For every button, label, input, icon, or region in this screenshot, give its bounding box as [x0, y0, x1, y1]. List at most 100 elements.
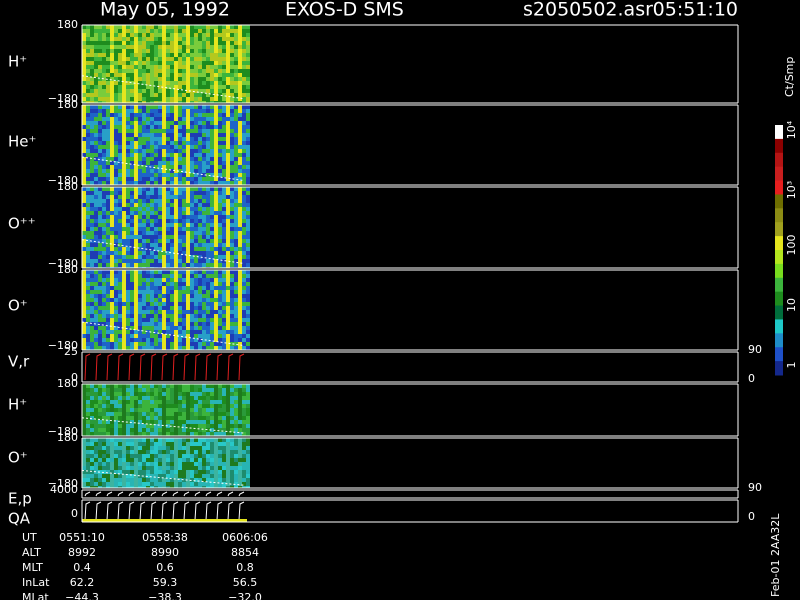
- spectrogram-cell: [150, 53, 154, 57]
- spectrogram-cell: [178, 278, 182, 282]
- spectrogram-cell: [130, 404, 134, 408]
- spectrogram-cell: [186, 133, 190, 137]
- spectrogram-cell: [174, 145, 178, 149]
- spectrogram-cell: [166, 145, 170, 149]
- spectrogram-cell: [86, 274, 90, 278]
- spectrogram-cell: [126, 314, 130, 318]
- spectrogram-cell: [114, 101, 118, 103]
- spectrogram-cell: [198, 223, 202, 227]
- spectrogram-cell: [86, 404, 90, 408]
- spectrogram-cell: [186, 61, 190, 65]
- spectrogram-cell: [194, 41, 198, 45]
- spectrogram-cell: [226, 25, 230, 29]
- spectrogram-cell: [202, 462, 206, 466]
- spectrogram-cell: [166, 191, 170, 195]
- spectrogram-cell: [146, 438, 150, 442]
- spectrogram-cell: [170, 428, 174, 432]
- spectrogram-cell: [134, 29, 138, 33]
- spectrogram-cell: [206, 270, 210, 274]
- spectrogram-cell: [186, 73, 190, 77]
- spectrogram-cell: [122, 73, 126, 77]
- spectrogram-cell: [206, 247, 210, 251]
- spectrogram-cell: [94, 263, 98, 267]
- spectrogram-cell: [214, 243, 218, 247]
- spectrogram-cell: [154, 69, 158, 73]
- spectrogram-cell: [190, 165, 194, 169]
- spectrogram-cell: [210, 274, 214, 278]
- spectrogram-cell: [142, 412, 146, 416]
- spectrogram-cell: [198, 57, 202, 61]
- spectrogram-cell: [158, 93, 162, 97]
- spectrogram-cell: [98, 251, 102, 255]
- spectrogram-cell: [246, 255, 250, 259]
- spectrogram-cell: [102, 478, 106, 482]
- spectrogram-cell: [210, 133, 214, 137]
- spectrogram-cell: [242, 113, 246, 117]
- spectrogram-cell: [206, 416, 210, 420]
- spectrogram-cell: [106, 458, 110, 462]
- spectrogram-cell: [202, 215, 206, 219]
- spectrogram-cell: [90, 314, 94, 318]
- spectrogram-cell: [206, 69, 210, 73]
- spectrogram-cell: [246, 458, 250, 462]
- spectrogram-cell: [210, 81, 214, 85]
- spectrogram-cell: [134, 408, 138, 412]
- spectrogram-cell: [142, 121, 146, 125]
- spectrogram-cell: [190, 438, 194, 442]
- spectrogram-cell: [90, 105, 94, 109]
- spectrogram-cell: [174, 137, 178, 141]
- spectrogram-cell: [174, 442, 178, 446]
- spectrogram-cell: [210, 53, 214, 57]
- spectrogram-cell: [126, 93, 130, 97]
- spectrogram-cell: [178, 37, 182, 41]
- spectrogram-cell: [186, 207, 190, 211]
- spectrogram-cell: [158, 53, 162, 57]
- spectrogram-cell: [90, 149, 94, 153]
- spectrogram-cell: [162, 61, 166, 65]
- spectrogram-cell: [142, 129, 146, 133]
- spectrogram-cell: [190, 157, 194, 161]
- spectrogram-cell: [202, 157, 206, 161]
- spectrogram-cell: [98, 432, 102, 436]
- spectrogram-cell: [146, 454, 150, 458]
- spectrogram-cell: [206, 207, 210, 211]
- spectrogram-cell: [230, 89, 234, 93]
- spectrogram-cell: [166, 322, 170, 326]
- spectrogram-cell: [246, 251, 250, 255]
- spectrogram-cell: [234, 187, 238, 191]
- colorbar-swatch: [775, 305, 783, 320]
- spectrogram-cell: [122, 81, 126, 85]
- spectrogram-cell: [182, 85, 186, 89]
- spectrogram-cell: [102, 219, 106, 223]
- spectrogram-cell: [198, 181, 202, 185]
- spectrogram-cell: [158, 450, 162, 454]
- spectrogram-cell: [174, 73, 178, 77]
- spectrogram-cell: [106, 199, 110, 203]
- spectrogram-cell: [158, 420, 162, 424]
- spectrogram-cell: [82, 141, 86, 145]
- spectrogram-cell: [110, 424, 114, 428]
- spectrogram-cell: [150, 141, 154, 145]
- spectrogram-cell: [142, 141, 146, 145]
- spectrogram-cell: [174, 247, 178, 251]
- spectrogram-cell: [242, 462, 246, 466]
- spectrogram-cell: [222, 408, 226, 412]
- spectrogram-cell: [210, 470, 214, 474]
- spectrogram-cell: [142, 306, 146, 310]
- spectrogram-cell: [158, 169, 162, 173]
- spectrogram-cell: [130, 338, 134, 342]
- spectrogram-cell: [166, 263, 170, 267]
- spectrogram-cell: [118, 274, 122, 278]
- spectrogram-cell: [202, 153, 206, 157]
- spectrogram-cell: [154, 392, 158, 396]
- spectrogram-cell: [86, 400, 90, 404]
- spectrogram-cell: [178, 157, 182, 161]
- spectrogram-cell: [110, 454, 114, 458]
- spectrogram-cell: [162, 69, 166, 73]
- spectrogram-cell: [82, 259, 86, 263]
- spectrogram-cell: [150, 294, 154, 298]
- spectrogram-cell: [142, 145, 146, 149]
- spectrogram-cell: [214, 428, 218, 432]
- spectrogram-cell: [86, 61, 90, 65]
- spectrogram-cell: [154, 157, 158, 161]
